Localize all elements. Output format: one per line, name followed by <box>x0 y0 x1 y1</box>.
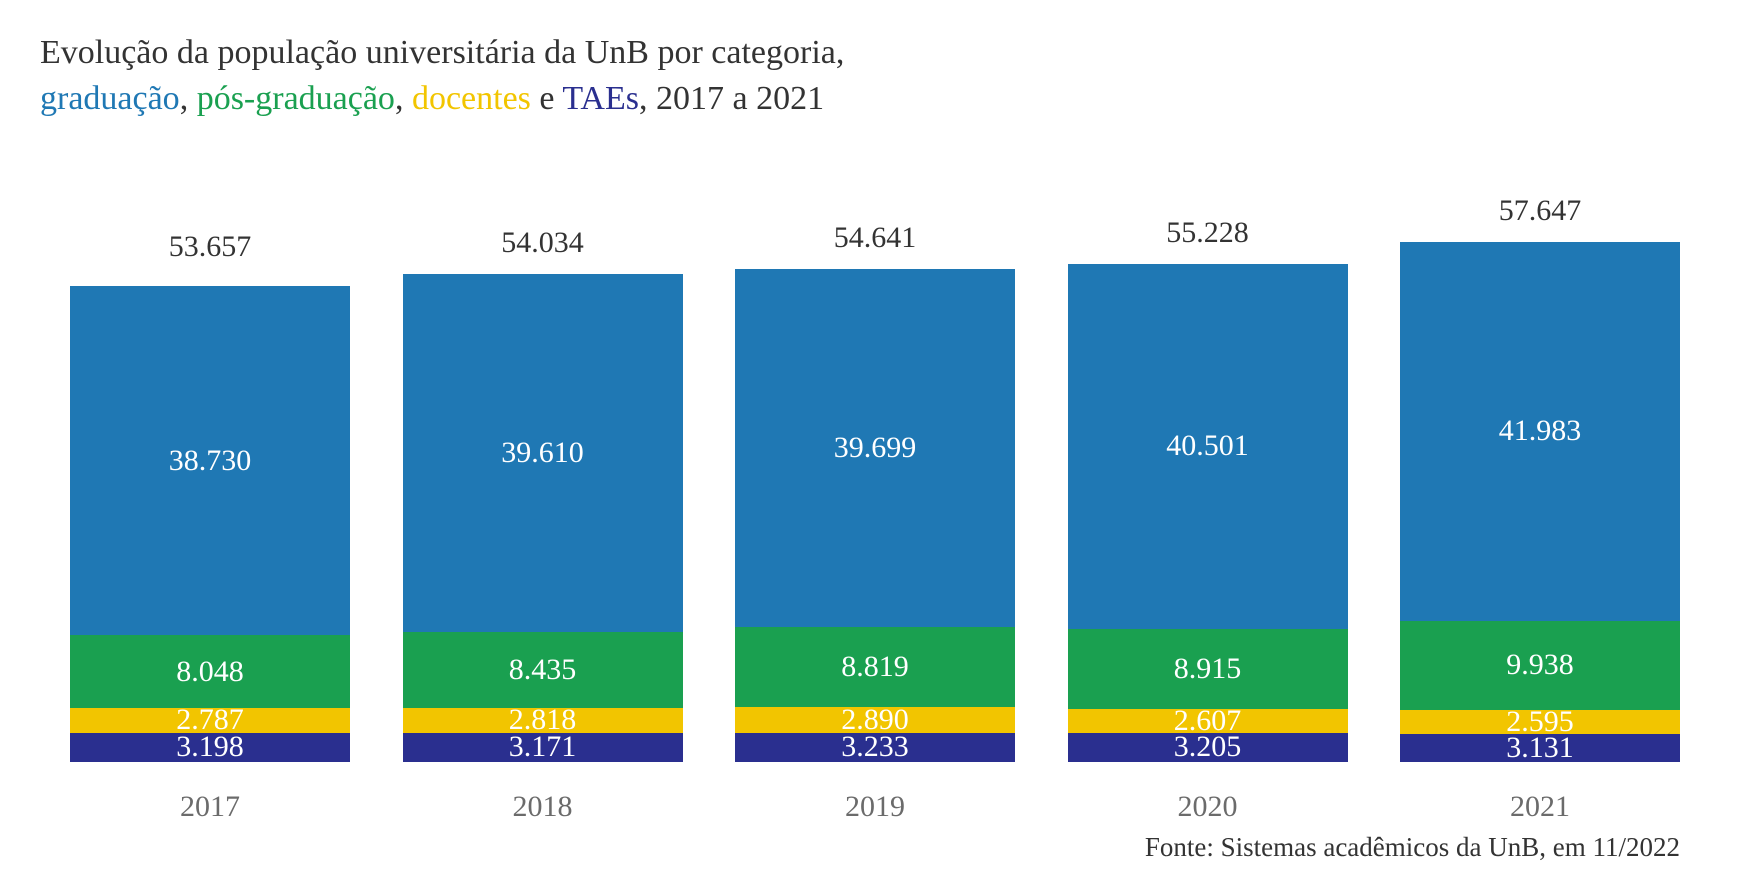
segment-graduacao: 40.501 <box>1068 264 1348 629</box>
title-pre: Evolução da população universitária da U… <box>40 34 844 71</box>
segment-posgraduacao: 8.435 <box>403 632 683 708</box>
segment-value-label: 2.787 <box>176 708 244 733</box>
segment-taes: 3.205 <box>1068 733 1348 762</box>
segment-taes: 3.171 <box>403 733 683 762</box>
x-label-2021: 2021 <box>1400 790 1680 824</box>
segment-posgraduacao: 9.938 <box>1400 621 1680 711</box>
bar-stack: 41.983 9.938 2.5953.131 <box>1400 242 1680 762</box>
segment-docentes: 2.607 <box>1068 709 1348 733</box>
bar-total-label: 57.647 <box>1499 194 1582 228</box>
segment-value-label: 8.819 <box>841 652 909 682</box>
x-label-2019: 2019 <box>735 790 1015 824</box>
bar-total-label: 53.657 <box>169 230 252 264</box>
x-label-2020: 2020 <box>1068 790 1348 824</box>
segment-docentes: 2.890 <box>735 707 1015 733</box>
title-cat-docentes: docentes <box>412 80 531 117</box>
segment-docentes: 2.818 <box>403 708 683 733</box>
bar-2021: 57.647 41.983 9.938 2.5953.131 <box>1400 194 1680 762</box>
segment-value-label: 3.171 <box>509 733 577 762</box>
segment-value-label: 39.610 <box>501 438 584 468</box>
segment-graduacao: 41.983 <box>1400 242 1680 621</box>
segment-value-label: 3.233 <box>841 733 909 762</box>
title-cat-taes: TAEs <box>562 80 639 117</box>
bar-2020: 55.228 40.501 8.915 2.6073.205 <box>1068 216 1348 762</box>
segment-taes: 3.131 <box>1400 734 1680 762</box>
segment-value-label: 3.131 <box>1506 734 1574 762</box>
segment-value-label: 40.501 <box>1166 431 1249 461</box>
x-label-2017: 2017 <box>70 790 350 824</box>
x-axis-labels: 2017 2018 2019 2020 2021 <box>40 790 1710 824</box>
segment-graduacao: 38.730 <box>70 286 350 635</box>
segment-docentes: 2.787 <box>70 708 350 733</box>
segment-value-label: 8.915 <box>1174 654 1242 684</box>
segment-value-label: 3.205 <box>1174 733 1242 762</box>
segment-posgraduacao: 8.819 <box>735 627 1015 707</box>
bar-stack: 39.699 8.819 2.8903.233 <box>735 269 1015 762</box>
segment-value-label: 2.607 <box>1174 709 1242 733</box>
bar-total-label: 55.228 <box>1166 216 1249 250</box>
segment-value-label: 8.048 <box>176 657 244 687</box>
chart-area: 53.657 38.730 8.048 2.7873.198 54.034 39.610 8… <box>40 192 1710 762</box>
segment-value-label: 2.595 <box>1506 710 1574 733</box>
bar-total-label: 54.641 <box>834 221 917 255</box>
segment-docentes: 2.595 <box>1400 710 1680 733</box>
title-sep3: e <box>531 80 562 117</box>
segment-value-label: 3.198 <box>176 733 244 762</box>
segment-value-label: 2.818 <box>509 708 577 733</box>
chart-source: Fonte: Sistemas acadêmicos da UnB, em 11… <box>40 832 1710 863</box>
segment-taes: 3.233 <box>735 733 1015 762</box>
title-sep2: , <box>395 80 412 117</box>
segment-value-label: 39.699 <box>834 433 917 463</box>
bar-total-label: 54.034 <box>501 226 584 260</box>
segment-value-label: 41.983 <box>1499 416 1582 446</box>
bar-2017: 53.657 38.730 8.048 2.7873.198 <box>70 230 350 762</box>
segment-value-label: 8.435 <box>509 655 577 685</box>
segment-graduacao: 39.699 <box>735 269 1015 627</box>
segment-posgraduacao: 8.915 <box>1068 629 1348 709</box>
bar-stack: 39.610 8.435 2.8183.171 <box>403 274 683 761</box>
bar-stack: 40.501 8.915 2.6073.205 <box>1068 264 1348 762</box>
title-cat-posgraduacao: pós-graduação <box>197 80 395 117</box>
segment-graduacao: 39.610 <box>403 274 683 631</box>
bar-2018: 54.034 39.610 8.435 2.8183.171 <box>403 226 683 761</box>
segment-value-label: 2.890 <box>841 707 909 733</box>
segment-value-label: 38.730 <box>169 446 252 476</box>
x-label-2018: 2018 <box>403 790 683 824</box>
segment-posgraduacao: 8.048 <box>70 635 350 708</box>
title-post: , 2017 a 2021 <box>639 80 824 117</box>
bar-2019: 54.641 39.699 8.819 2.8903.233 <box>735 221 1015 762</box>
bar-stack: 38.730 8.048 2.7873.198 <box>70 278 350 762</box>
chart-title: Evolução da população universitária da U… <box>40 30 1710 122</box>
title-cat-graduacao: graduação <box>40 80 180 117</box>
title-sep1: , <box>180 80 197 117</box>
segment-taes: 3.198 <box>70 733 350 762</box>
segment-value-label: 9.938 <box>1506 650 1574 680</box>
